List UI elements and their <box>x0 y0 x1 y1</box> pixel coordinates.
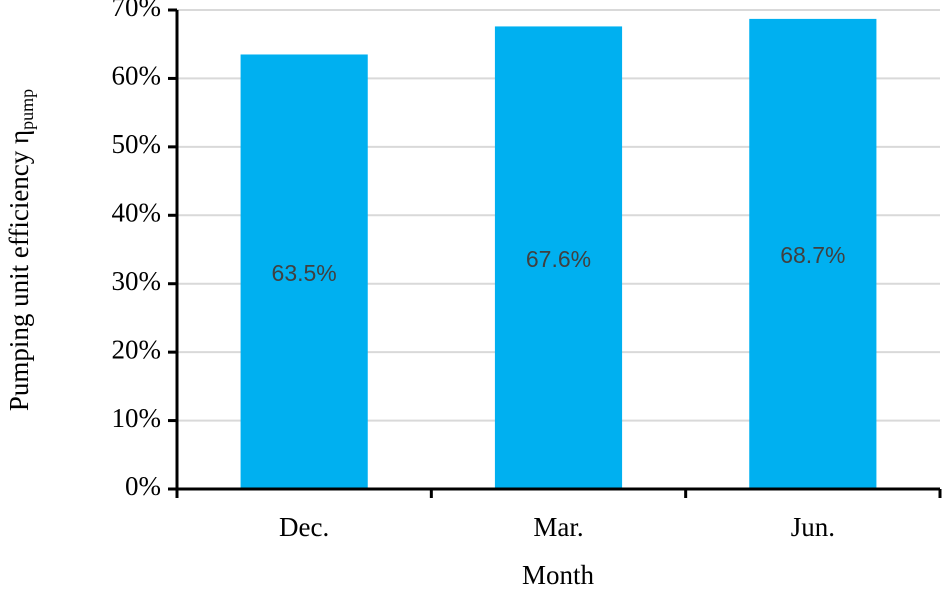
y-axis-title-main: Pumping unit efficiency η <box>4 130 34 411</box>
x-tick-label: Jun. <box>791 512 835 542</box>
y-axis-title: Pumping unit efficiency ηpump <box>4 89 37 411</box>
bar <box>494 26 623 490</box>
y-tick-label: 30% <box>112 266 162 296</box>
y-tick-label: 50% <box>112 129 162 159</box>
y-tick-label: 60% <box>112 61 162 91</box>
y-tick-label: 10% <box>112 403 162 433</box>
y-tick-label: 40% <box>112 197 162 227</box>
bars: 63.5% 67.6% 68.7% <box>240 18 877 490</box>
data-label: 68.7% <box>780 242 845 268</box>
x-tick-label: Mar. <box>533 512 583 542</box>
data-label: 67.6% <box>526 246 591 272</box>
data-label: 63.5% <box>272 260 337 286</box>
y-tick-label: 70% <box>112 0 162 22</box>
x-tick-label: Dec. <box>279 512 329 542</box>
axes: 0% 10% 20% 30% 40% 50% 60% 70% Dec. Mar. Jun. <box>112 0 942 542</box>
bar <box>749 18 877 489</box>
x-axis-title: Month <box>522 560 595 590</box>
y-tick-label: 0% <box>125 471 161 501</box>
bar <box>240 54 368 489</box>
y-tick-label: 20% <box>112 334 162 364</box>
y-axis-title-subscript: pump <box>17 89 37 130</box>
